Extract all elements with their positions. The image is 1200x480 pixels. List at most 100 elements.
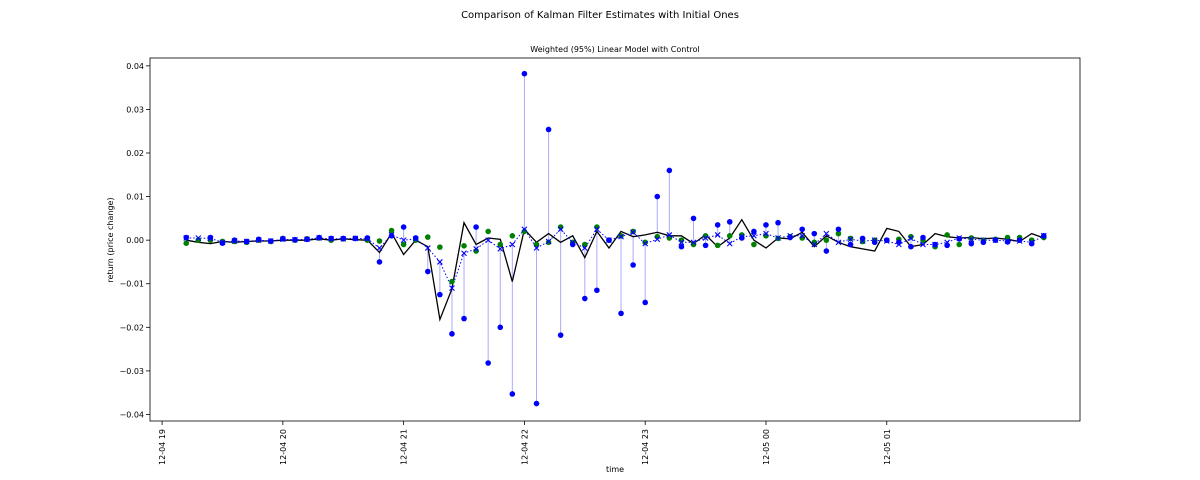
kalman-x-marker [304, 236, 310, 243]
observed-point [412, 235, 419, 241]
kalman-x-marker [376, 245, 383, 251]
observed-point [642, 299, 648, 306]
green-point [968, 235, 975, 241]
kalman-x-marker [992, 237, 999, 244]
kalman-x-marker [775, 235, 781, 241]
observed-point [219, 240, 226, 247]
green-point [726, 232, 733, 239]
observed-point [739, 235, 745, 241]
kalman-x-marker [811, 241, 818, 248]
kalman-x-marker [497, 245, 504, 252]
y-tick-label: 0.02 [126, 149, 144, 158]
green-point [714, 242, 721, 249]
green-point [461, 243, 467, 249]
kalman-x-marker [436, 259, 443, 265]
figure-suptitle: Comparison of Kalman Filter Estimates wi… [461, 10, 739, 21]
kalman-x-marker [606, 237, 612, 244]
kalman-x-marker [920, 241, 926, 248]
green-point [388, 227, 395, 234]
kalman-x-marker [883, 238, 890, 244]
observed-point [509, 391, 516, 397]
observed-point [1016, 237, 1023, 243]
kalman-x-marker [449, 285, 455, 291]
plot-frame [149, 57, 1081, 422]
series-line-kalman [186, 228, 1045, 290]
x-tick-label: 12-04 21 [400, 429, 409, 465]
green-point [908, 233, 914, 240]
observed-point [944, 242, 950, 249]
kalman-x-marker [424, 245, 431, 251]
x-tick-label: 12-04 22 [520, 429, 529, 465]
kalman-x-marker [1016, 238, 1023, 244]
kalman-x-marker [932, 241, 938, 248]
kalman-x-marker [847, 236, 854, 243]
chart-title: Weighted (95%) Linear Model with Control [530, 45, 699, 54]
observed-point [388, 232, 395, 239]
y-axis-label: return (price change) [106, 197, 115, 282]
observed-point [702, 242, 709, 249]
observed-point [424, 268, 431, 275]
observed-point [497, 324, 504, 331]
kalman-x-marker [183, 235, 190, 241]
kalman-x-marker [980, 237, 987, 244]
kalman-x-marker [509, 241, 516, 248]
kalman-x-marker [473, 245, 479, 252]
kalman-x-marker [485, 237, 492, 244]
x-axis: 12-04 19 12-04 20 12-04 21 12-04 22 12-04 23… [158, 421, 892, 465]
observed-point [714, 222, 721, 228]
green-point [497, 241, 504, 248]
green-point [545, 239, 552, 246]
observed-point [521, 70, 528, 77]
x-tick-label: 12-04 19 [158, 429, 167, 465]
kalman-x-marker [352, 235, 359, 242]
observed-point [883, 237, 890, 243]
x-tick-label: 12-04 23 [641, 429, 650, 465]
observed-point [255, 236, 262, 243]
green-point [183, 240, 190, 247]
observed-point [690, 215, 697, 222]
observed-point [811, 230, 818, 237]
observed-point [231, 237, 238, 243]
kalman-x-marker [618, 233, 624, 240]
observed-point [763, 222, 769, 228]
kalman-x-marker [823, 230, 830, 237]
kalman-x-marker [1028, 239, 1035, 246]
green-point [509, 232, 516, 239]
observed-point [400, 224, 407, 230]
x-axis-label: time [606, 465, 624, 474]
observed-point [799, 226, 806, 233]
green-point [400, 241, 407, 248]
kalman-x-marker [956, 235, 963, 241]
kalman-x-marker [763, 230, 769, 237]
observed-point [207, 234, 214, 241]
kalman-x-marker [738, 233, 745, 240]
green-point [376, 238, 383, 244]
y-tick-label: 0.00 [126, 236, 144, 245]
kalman-x-marker [1004, 238, 1011, 244]
observed-point [666, 167, 673, 174]
kalman-x-marker [545, 238, 552, 245]
kalman-x-marker [328, 235, 335, 242]
kalman-x-marker [908, 235, 914, 242]
green-point [424, 234, 431, 240]
observed-point [847, 241, 854, 248]
kalman-x-marker [871, 237, 878, 244]
green-point [944, 232, 950, 238]
kalman-x-marker [400, 237, 407, 244]
x-tick-label: 12-05 00 [762, 429, 771, 465]
observed-point [364, 235, 371, 241]
kalman-x-marker [944, 239, 951, 246]
green-point [823, 237, 830, 243]
kalman-x-marker [412, 235, 419, 242]
observed-point [449, 331, 455, 337]
y-axis: 0.04 0.03 0.02 0.01 0.00 −0.01 −0.02 −0.03 −0.04 [119, 62, 150, 419]
observed-point [908, 243, 914, 250]
plot-area [183, 70, 1047, 407]
observed-point [630, 262, 636, 268]
observed-point [956, 236, 963, 242]
observed-point [1004, 239, 1011, 245]
kalman-x-marker [521, 226, 528, 233]
observed-point [594, 287, 600, 294]
observed-point [1028, 240, 1035, 247]
